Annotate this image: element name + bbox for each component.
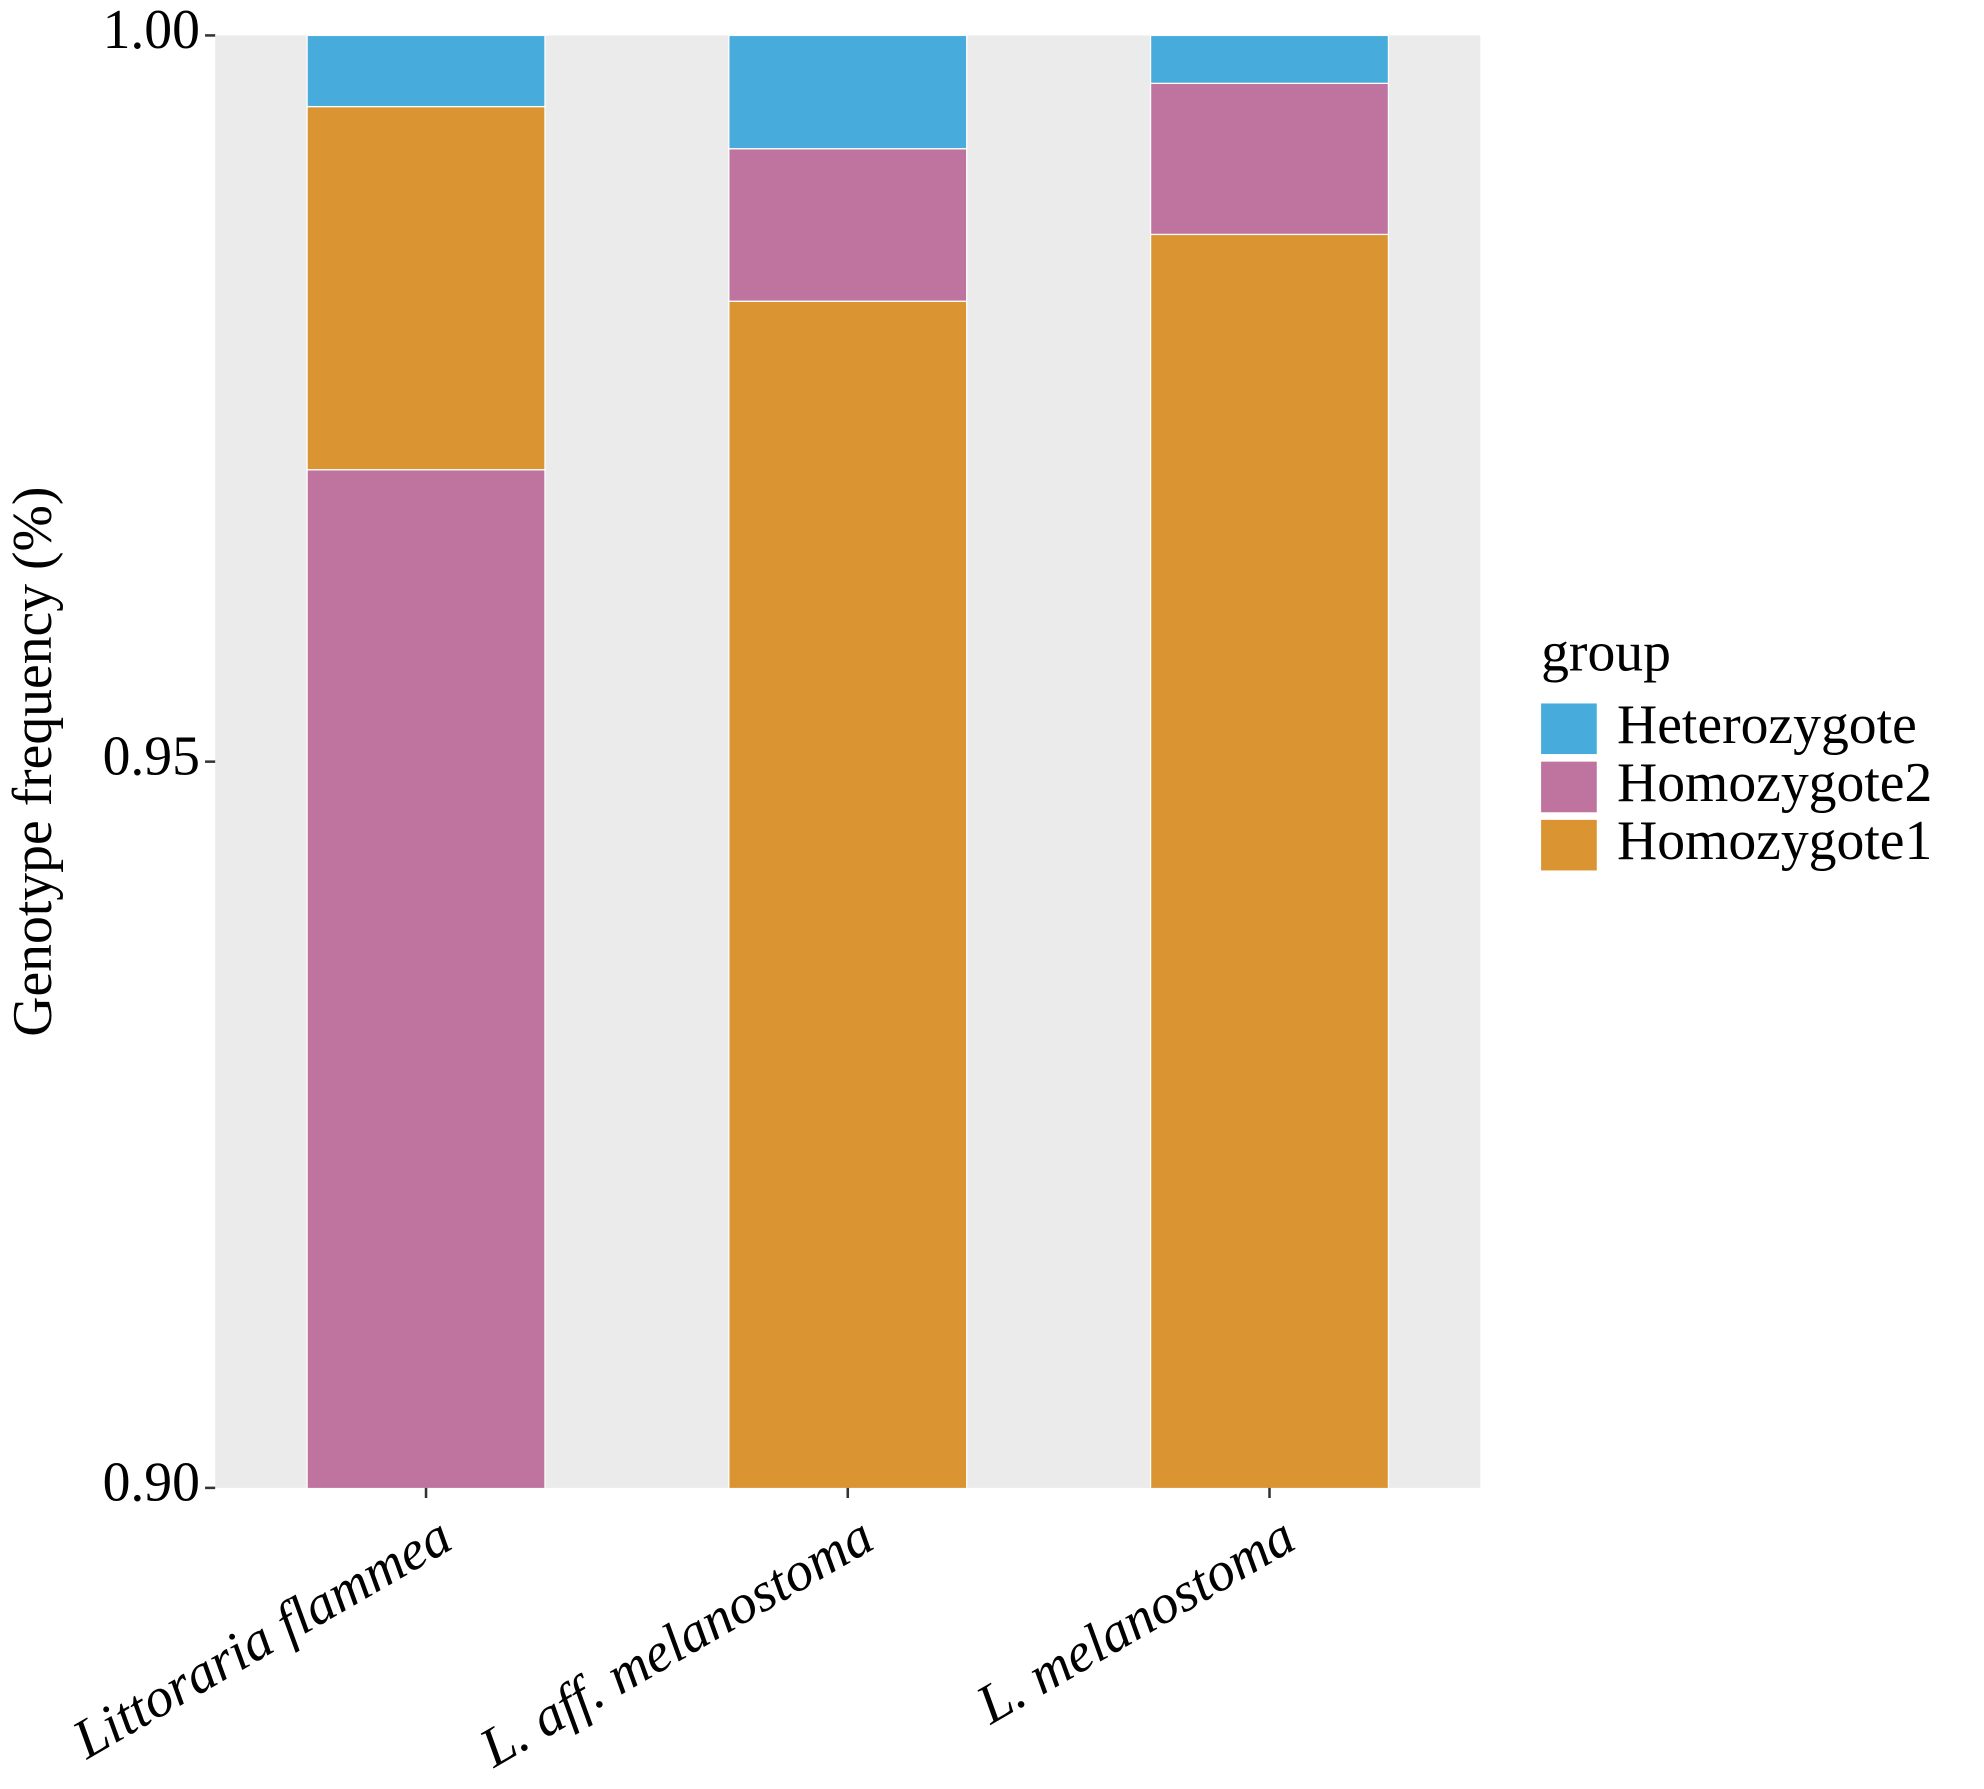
bar-segment — [306, 35, 546, 108]
x-tick-label: L. aff. melanostoma — [469, 1505, 884, 1780]
legend-title: group — [1541, 622, 1671, 684]
y-tick-label: 1.00 — [103, 0, 200, 61]
bar-segment — [728, 148, 968, 302]
y-tick-label: 0.95 — [103, 725, 200, 787]
bar-segment — [306, 105, 546, 471]
legend-key — [1541, 819, 1597, 871]
legend-key — [1541, 703, 1597, 755]
bars — [306, 35, 1390, 1488]
bar-segment — [1149, 233, 1390, 1488]
bar-segment — [1149, 35, 1390, 84]
y-axis-label: Genotype frequency (%) — [2, 487, 64, 1037]
bar-segment — [728, 300, 968, 1488]
bar-segment — [728, 35, 968, 150]
bar-segment — [306, 469, 546, 1488]
x-tick-label: Littoraria flammea — [62, 1505, 462, 1772]
bar-segment — [1149, 82, 1390, 236]
legend-label: Homozygote2 — [1617, 752, 1932, 814]
legend-label: Homozygote1 — [1617, 810, 1932, 872]
legend-label: Heterozygote — [1617, 694, 1917, 756]
legend-key — [1541, 761, 1597, 813]
x-tick-label: L. melanostoma — [965, 1505, 1305, 1737]
y-tick-label: 0.90 — [103, 1452, 200, 1514]
